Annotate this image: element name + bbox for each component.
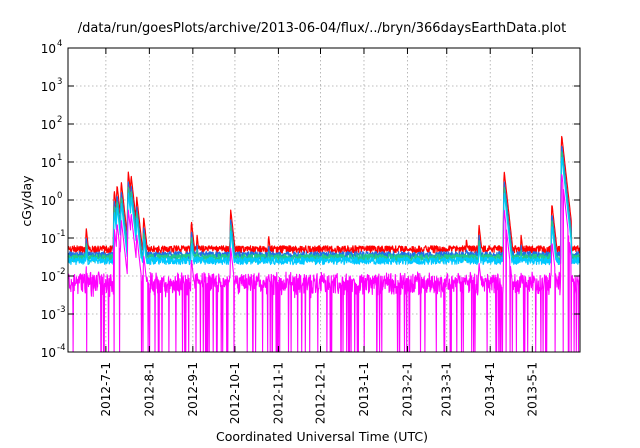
series-red-line (67, 135, 581, 254)
x-tick-label: 2013-1-1 (357, 362, 371, 416)
y-tick-exponent: -2 (57, 267, 65, 277)
y-tick-base: 10 (41, 270, 56, 284)
x-tick-label: 2012-12-1 (314, 362, 328, 424)
y-tick-base: 10 (41, 80, 56, 94)
y-tick-exponent: 2 (57, 115, 62, 125)
x-tick-label: 2012-10-1 (228, 362, 242, 424)
x-tick-label: 2012-7-1 (99, 362, 113, 416)
y-tick-base: 10 (41, 156, 56, 170)
y-axis-label: cGy/day (19, 175, 34, 227)
chart-title: /data/run/goesPlots/archive/2013-06-04/f… (78, 21, 566, 36)
y-tick-label: 10 1 (41, 153, 63, 170)
y-tick-label: 10 -3 (41, 305, 66, 322)
x-tick-label: 2013-3-1 (440, 362, 454, 416)
x-tick-label: 2012-11-1 (271, 362, 285, 424)
plot-series (67, 135, 581, 353)
y-tick-label: 10 -4 (41, 343, 66, 360)
y-tick-exponent: 4 (57, 39, 62, 49)
x-tick-label: 2013-2-1 (401, 362, 415, 416)
y-tick-base: 10 (41, 194, 56, 208)
y-tick-base: 10 (41, 346, 56, 360)
y-tick-base: 10 (41, 232, 56, 246)
y-tick-exponent: 1 (57, 153, 62, 163)
y-tick-label: 10 0 (41, 191, 63, 208)
x-tick-label: 2013-5-1 (525, 362, 539, 416)
y-tick-exponent: 0 (57, 191, 62, 201)
y-tick-label: 10 2 (41, 115, 63, 132)
y-tick-exponent: -4 (57, 343, 65, 353)
y-tick-label: 10 4 (41, 39, 63, 56)
y-tick-exponent: -1 (57, 229, 65, 239)
y-tick-base: 10 (41, 308, 56, 322)
y-tick-label: 10 3 (41, 77, 63, 94)
y-tick-exponent: 3 (57, 77, 62, 87)
x-tick-label: 2013-4-1 (483, 362, 497, 416)
x-axis-label: Coordinated Universal Time (UTC) (216, 429, 428, 444)
y-tick-base: 10 (41, 118, 56, 132)
y-tick-label: 10 -2 (41, 267, 66, 284)
series-magenta-line (67, 173, 581, 353)
x-tick-label: 2012-8-1 (142, 362, 156, 416)
x-tick-label: 2012-9-1 (186, 362, 200, 416)
series-green-line (67, 156, 581, 266)
y-tick-base: 10 (41, 42, 56, 56)
y-tick-label: 10 -1 (41, 229, 66, 246)
y-tick-exponent: -3 (57, 305, 65, 315)
